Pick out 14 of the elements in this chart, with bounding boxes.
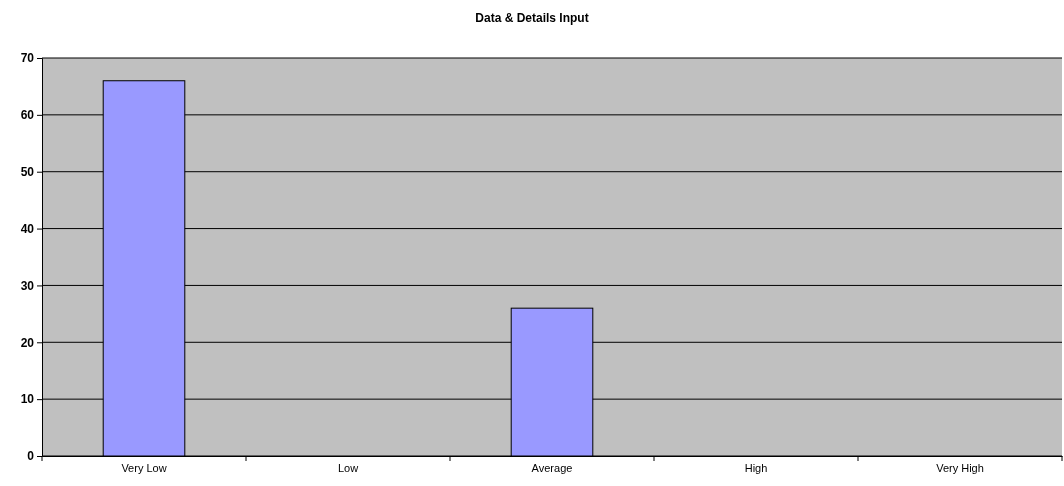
x-tick-label: Very Low bbox=[121, 462, 167, 475]
y-tick-label: 50 bbox=[20, 165, 35, 180]
chart-title: Data & Details Input bbox=[475, 11, 589, 25]
x-tick-label: Low bbox=[337, 462, 359, 475]
y-tick-label: 20 bbox=[20, 335, 35, 350]
y-tick-label: 40 bbox=[20, 221, 35, 236]
y-tick-label: 60 bbox=[20, 108, 35, 123]
y-tick-label: 0 bbox=[27, 449, 35, 464]
x-tick-label: Average bbox=[531, 462, 573, 475]
y-tick-label: 30 bbox=[20, 278, 35, 293]
x-tick-label: High bbox=[744, 462, 768, 475]
y-tick-label: 10 bbox=[20, 392, 35, 407]
x-tick-label: Very High bbox=[936, 462, 984, 475]
y-tick-label: 70 bbox=[20, 51, 35, 66]
